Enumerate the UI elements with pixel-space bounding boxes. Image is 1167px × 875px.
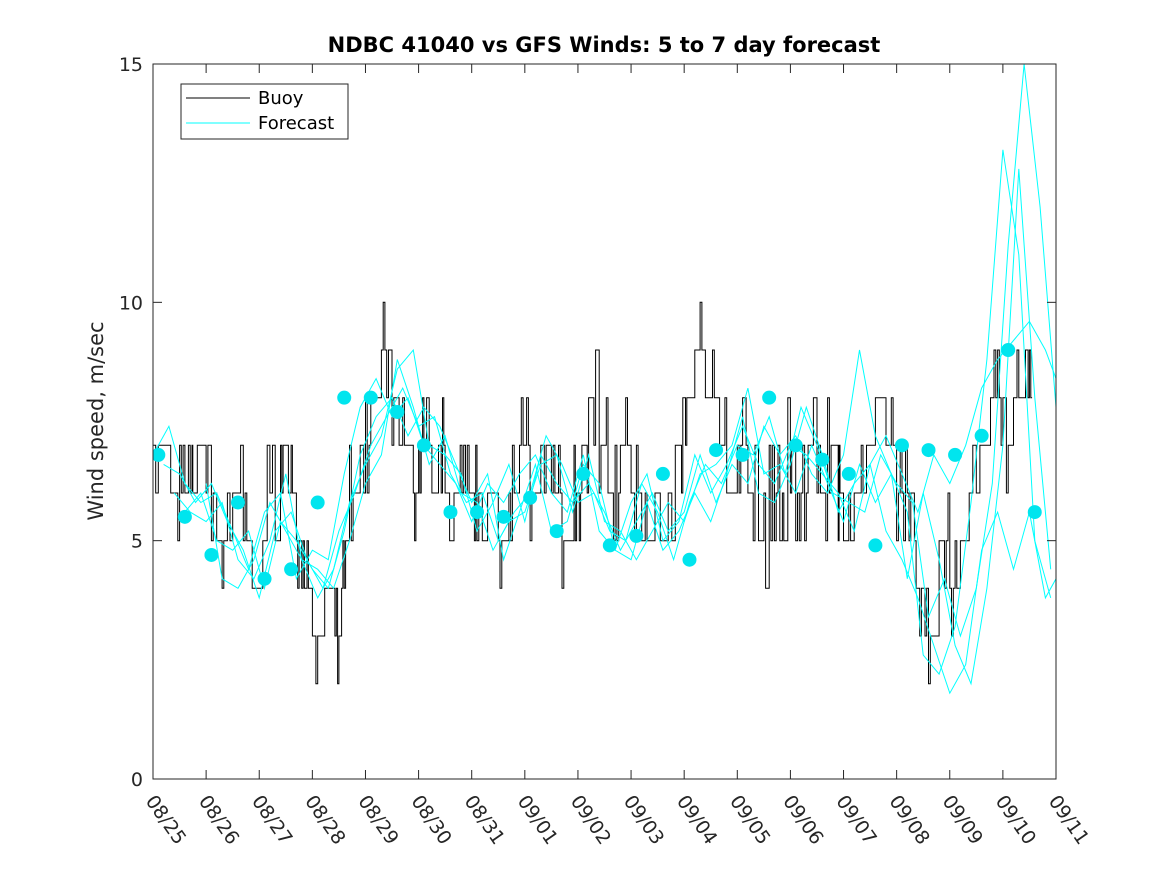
y-tick-label: 0 — [131, 769, 143, 791]
forecast-marker — [655, 466, 670, 481]
forecast-marker — [576, 466, 591, 481]
forecast-marker — [709, 443, 724, 458]
forecast-marker — [815, 452, 830, 467]
forecast-marker — [629, 528, 644, 543]
plot-series — [153, 64, 1056, 695]
forecast-marker — [841, 466, 856, 481]
legend-buoy-label: Buoy — [258, 88, 304, 109]
forecast-marker — [153, 447, 166, 462]
forecast-marker — [974, 428, 989, 443]
forecast-series-line-4 — [205, 168, 1052, 686]
forecast-marker — [337, 390, 352, 405]
y-tick-label: 10 — [119, 292, 143, 314]
y-tick-label: 5 — [131, 531, 143, 553]
legend-box — [180, 83, 349, 140]
forecast-marker — [1001, 343, 1016, 357]
forecast-marker — [762, 390, 777, 405]
forecast-marker — [470, 505, 485, 520]
chart-title: NDBC 41040 vs GFS Winds: 5 to 7 day fore… — [328, 33, 881, 57]
forecast-marker — [204, 547, 219, 562]
forecast-marker — [523, 490, 538, 505]
forecast-marker — [602, 538, 617, 553]
forecast-marker — [948, 447, 963, 462]
forecast-marker — [1027, 505, 1042, 520]
forecast-marker — [921, 443, 936, 458]
forecast-marker — [894, 438, 909, 453]
forecast-marker — [868, 538, 883, 553]
y-axis-label: Wind speed, m/sec — [84, 321, 108, 520]
forecast-marker — [549, 524, 564, 539]
forecast-marker — [230, 495, 245, 510]
plot-area — [153, 64, 1056, 695]
forecast-marker — [443, 505, 458, 520]
forecast-series-line-2 — [173, 149, 1052, 676]
legend: Buoy Forecast — [180, 83, 349, 140]
forecast-marker — [682, 552, 697, 567]
axes-box — [152, 63, 1057, 780]
legend-forecast-label: Forecast — [258, 113, 334, 134]
forecast-series-line-3 — [184, 396, 1056, 695]
forecast-marker — [416, 438, 431, 453]
forecast-marker — [735, 447, 750, 462]
forecast-marker — [363, 390, 378, 405]
forecast-marker — [257, 571, 272, 586]
forecast-marker — [496, 509, 511, 524]
forecast-marker — [788, 438, 803, 453]
forecast-marker — [390, 404, 405, 419]
forecast-marker — [177, 509, 192, 524]
forecast-marker — [310, 495, 325, 510]
forecast-marker — [284, 562, 299, 577]
y-tick-label: 15 — [119, 54, 143, 76]
